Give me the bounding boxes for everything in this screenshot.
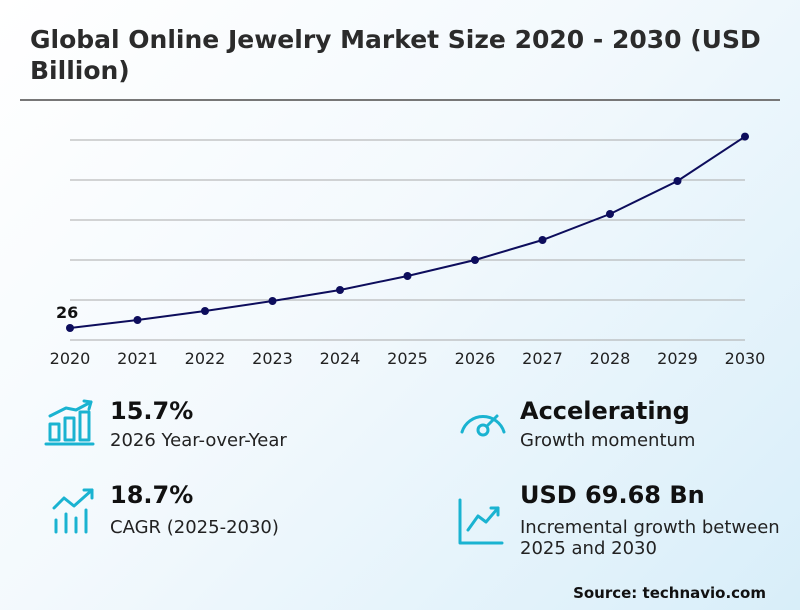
- point: [673, 177, 682, 185]
- point: [403, 272, 412, 280]
- x-tick-label: 2021: [117, 349, 158, 368]
- x-tick-label: 2022: [185, 349, 226, 368]
- icon-gauge: [460, 414, 506, 437]
- icon-trend: [52, 488, 94, 534]
- x-tick-label: 2026: [455, 349, 496, 368]
- kpi-value: 18.7%: [110, 481, 194, 509]
- kpi-value: Accelerating: [520, 397, 690, 425]
- x-tick-label: 2029: [657, 349, 698, 368]
- x-tick-label: 2030: [725, 349, 766, 368]
- point: [268, 297, 277, 305]
- chart-title: Global Online Jewelry Market Size 2020 -…: [30, 25, 761, 85]
- x-tick-label: 2028: [590, 349, 631, 368]
- icon-bars: [44, 399, 95, 446]
- point: [606, 210, 614, 218]
- x-tick-label: 2027: [522, 349, 563, 368]
- point: [538, 236, 547, 244]
- point: [133, 316, 142, 324]
- kpi-label: 2026 Year-over-Year: [110, 430, 287, 451]
- point: [66, 324, 74, 332]
- kpi-label: CAGR (2025-2030): [110, 517, 279, 538]
- data-label: 26: [56, 303, 78, 322]
- x-tick-label: 2020: [50, 349, 91, 368]
- point: [201, 307, 209, 315]
- kpi-value: USD 69.68 Bn: [520, 481, 705, 509]
- line: [69, 135, 746, 329]
- icon-chart: [458, 498, 504, 545]
- point: [471, 256, 479, 264]
- point: [741, 132, 749, 141]
- kpi-label: Incremental growth between 2025 and 2030: [520, 517, 780, 559]
- source: Source: technavio.com: [573, 584, 766, 602]
- x-tick-label: 2023: [252, 349, 293, 368]
- x-tick-label: 2024: [320, 349, 361, 368]
- point: [336, 286, 344, 294]
- kpi-value: 15.7%: [110, 397, 194, 425]
- divider: [20, 99, 780, 101]
- kpi-label: Growth momentum: [520, 430, 696, 451]
- x-tick-label: 2025: [387, 349, 428, 368]
